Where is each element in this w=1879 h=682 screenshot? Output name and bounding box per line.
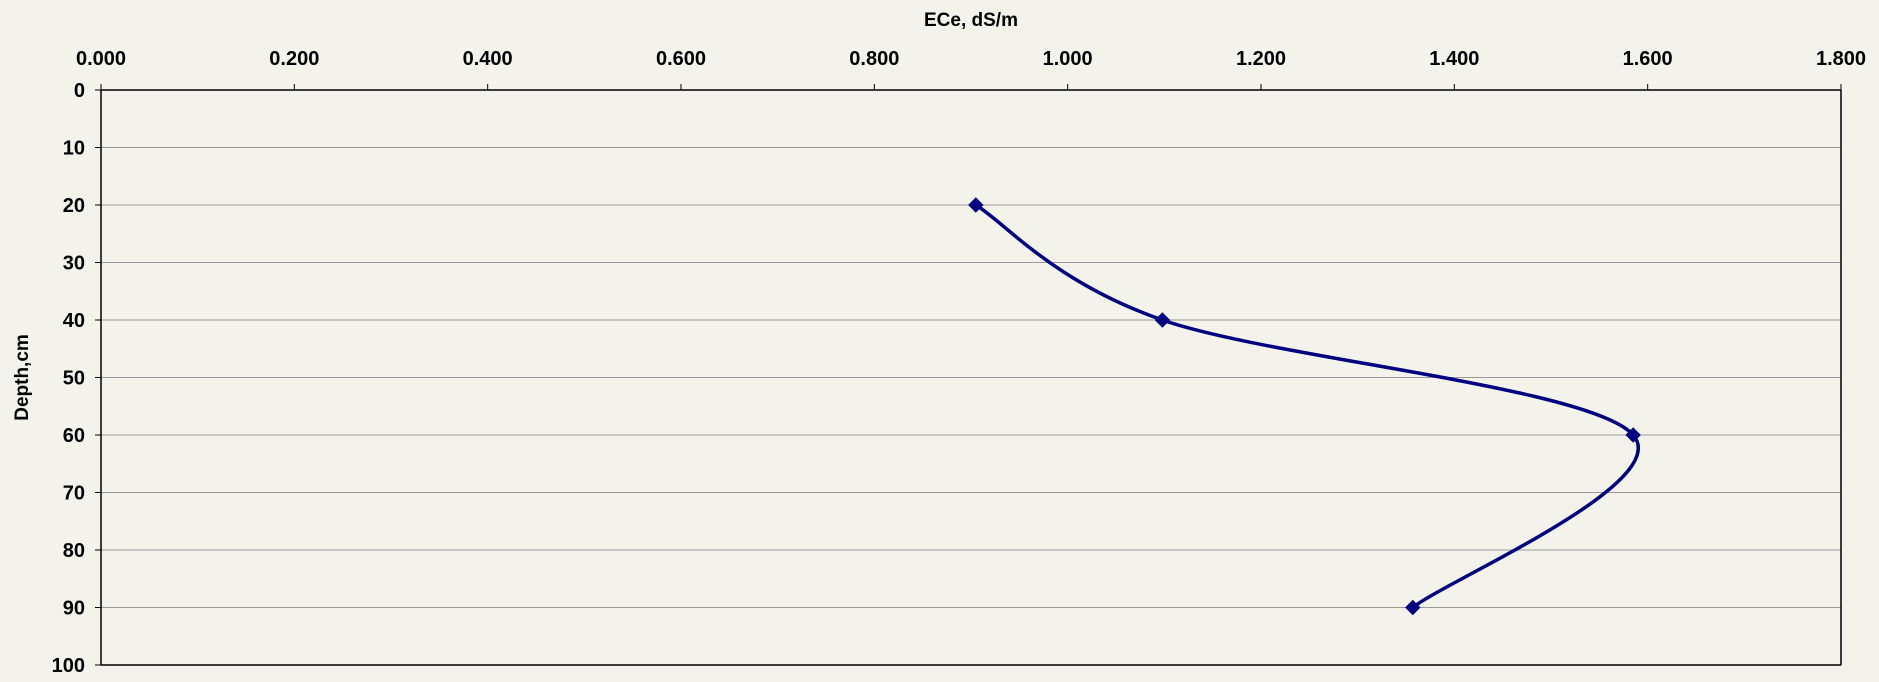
x-tick-label: 0.400 [463, 48, 513, 70]
x-tick-label: 0.000 [76, 48, 126, 70]
data-series [968, 197, 1641, 616]
y-tick-label: 0 [74, 80, 85, 102]
x-tick-label: 1.400 [1429, 48, 1479, 70]
data-point-marker [1154, 312, 1171, 328]
y-tick-label: 100 [52, 655, 85, 677]
x-tick-label: 1.200 [1236, 48, 1286, 70]
data-point-marker [1625, 427, 1641, 443]
y-tick-label: 40 [63, 310, 85, 332]
y-tick-label: 90 [63, 598, 85, 620]
y-axis-title: Depth,cm [12, 334, 33, 421]
y-tick-label: 10 [63, 138, 85, 160]
y-tick-label: 60 [63, 425, 85, 447]
axes [95, 84, 1842, 666]
x-tick-label: 1.800 [1816, 48, 1866, 70]
x-tick-label: 0.800 [849, 48, 899, 70]
x-tick-label: 1.600 [1623, 48, 1673, 70]
y-tick-label: 80 [63, 540, 85, 562]
x-tick-label: 0.200 [269, 48, 319, 70]
x-axis-title: ECe, dS/m [924, 10, 1018, 31]
y-axis-tick-labels: 0 10 20 30 40 50 60 70 80 90 100 [52, 80, 85, 677]
y-tick-label: 70 [63, 483, 85, 505]
y-tick-label: 30 [63, 253, 85, 275]
y-tick-label: 50 [63, 368, 85, 390]
x-axis-tick-labels: 0.000 0.200 0.400 0.600 0.800 1.000 1.200 1.400… [76, 48, 1866, 70]
x-tick-label: 1.000 [1043, 48, 1093, 70]
gridlines [101, 147, 1841, 608]
series-line [974, 203, 1640, 609]
data-point-marker [968, 197, 984, 213]
y-tick-label: 20 [63, 195, 85, 217]
x-tick-label: 0.600 [656, 48, 706, 70]
data-point-marker [1405, 599, 1421, 616]
